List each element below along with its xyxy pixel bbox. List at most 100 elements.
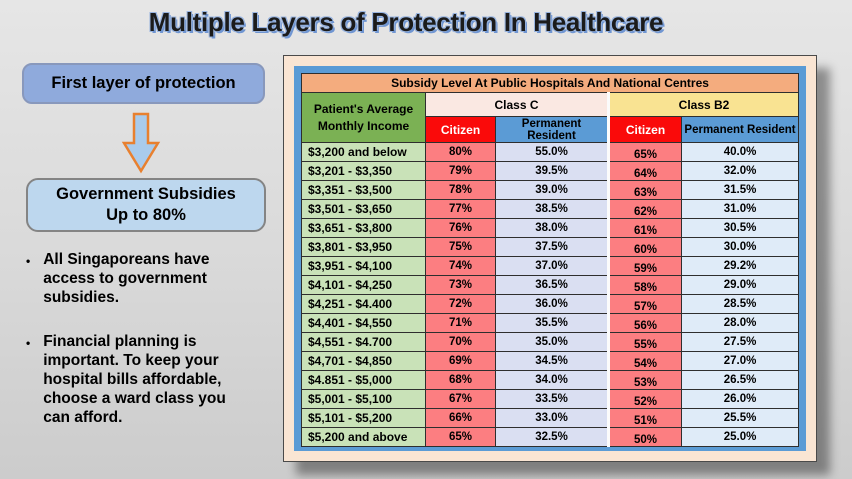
table-cell: 75% bbox=[425, 237, 496, 257]
table-cell: 51% bbox=[607, 408, 682, 428]
table-row: $4.851 - $5,000 68% 34.0% 53% 26.5% bbox=[301, 370, 800, 390]
citizen-header-class-c: Citizen bbox=[425, 116, 496, 143]
table-cell: $4,401 - $4,550 bbox=[301, 313, 426, 333]
table-row: $5,001 - $5,100 67% 33.5% 52% 26.0% bbox=[301, 389, 800, 409]
sub-header-row: Citizen Permanent Resident Citizen Perma… bbox=[302, 116, 800, 143]
table-cell: 26.0% bbox=[680, 389, 800, 409]
class-c-header: Class C bbox=[425, 92, 609, 117]
table-cell: 61% bbox=[607, 218, 682, 238]
table-cell: 58% bbox=[607, 275, 682, 295]
table-cell: 28.5% bbox=[680, 294, 800, 314]
table-cell: $4,551 - $4.700 bbox=[301, 332, 426, 352]
table-cell: $4,251 - $4.400 bbox=[301, 294, 426, 314]
table-cell: $3,651 - $3,800 bbox=[301, 218, 426, 238]
table-cell: $3,200 and below bbox=[301, 142, 426, 162]
table-cell: 26.5% bbox=[680, 370, 800, 390]
table-cell: 38.5% bbox=[495, 199, 609, 219]
table-row: $4,401 - $4,550 71% 35.5% 56% 28.0% bbox=[301, 313, 800, 333]
table-cell: 74% bbox=[425, 256, 496, 276]
table-cell: $3,951 - $4,100 bbox=[301, 256, 426, 276]
table-row: $3,951 - $4,100 74% 37.0% 59% 29.2% bbox=[301, 256, 800, 276]
table-cell: 76% bbox=[425, 218, 496, 238]
citizen-header-class-b2: Citizen bbox=[607, 116, 682, 143]
bullet-dot-icon: • bbox=[26, 336, 31, 350]
table-body: $3,200 and below 80% 55.0% 65% 40.0% $3,201 -… bbox=[301, 142, 800, 447]
table-cell: $5,101 - $5,200 bbox=[301, 408, 426, 428]
table-cell: 35.5% bbox=[495, 313, 609, 333]
bullet-list: • All Singaporeans have access to governm… bbox=[26, 250, 288, 452]
table-cell: 27.5% bbox=[680, 332, 800, 352]
table-row: $4,251 - $4.400 72% 36.0% 57% 28.5% bbox=[301, 294, 800, 314]
table-cell: 34.5% bbox=[495, 351, 609, 371]
table-cell: $3,801 - $3,950 bbox=[301, 237, 426, 257]
table-cell: 65% bbox=[425, 427, 496, 447]
table-cell: $3,351 - $3,500 bbox=[301, 180, 426, 200]
table-cell: 71% bbox=[425, 313, 496, 333]
table-cell: 33.0% bbox=[495, 408, 609, 428]
first-layer-label: First layer of protection bbox=[51, 74, 236, 92]
table-cell: 34.0% bbox=[495, 370, 609, 390]
table-cell: 54% bbox=[607, 351, 682, 371]
table-cell: 28.0% bbox=[680, 313, 800, 333]
class-header-row: Patient's Average Monthly Income Class C… bbox=[301, 92, 800, 143]
table-row: $3,351 - $3,500 78% 39.0% 63% 31.5% bbox=[301, 180, 800, 200]
table-cell: 32.0% bbox=[680, 161, 800, 181]
table-cell: $4.851 - $5,000 bbox=[301, 370, 426, 390]
table-cell: 79% bbox=[425, 161, 496, 181]
table-cell: 69% bbox=[425, 351, 496, 371]
table-cell: $3,201 - $3,350 bbox=[301, 161, 426, 181]
table-row: $3,801 - $3,950 75% 37.5% 60% 30.0% bbox=[301, 237, 800, 257]
table-row: $3,200 and below 80% 55.0% 65% 40.0% bbox=[301, 142, 800, 162]
first-layer-box: First layer of protection bbox=[22, 63, 265, 104]
table-cell: 62% bbox=[607, 199, 682, 219]
table-row: $4,101 - $4,250 73% 36.5% 58% 29.0% bbox=[301, 275, 800, 295]
bullet-item: • All Singaporeans have access to governm… bbox=[26, 250, 288, 307]
table-cell: 50% bbox=[607, 427, 682, 447]
table-cell: 38.0% bbox=[495, 218, 609, 238]
subsidies-label: Government Subsidies Up to 80% bbox=[56, 184, 236, 224]
table-cell: 55% bbox=[607, 332, 682, 352]
subsidies-box: Government Subsidies Up to 80% bbox=[26, 178, 266, 232]
class-b2-header: Class B2 bbox=[606, 92, 800, 117]
table-cell: 65% bbox=[607, 142, 682, 162]
table-title: Subsidy Level At Public Hospitals And Na… bbox=[300, 73, 800, 93]
subsidy-table: Subsidy Level At Public Hospitals And Na… bbox=[300, 73, 800, 447]
table-cell: 39.5% bbox=[495, 161, 609, 181]
table-cell: 56% bbox=[607, 313, 682, 333]
down-arrow-icon bbox=[121, 112, 161, 174]
table-cell: 39.0% bbox=[495, 180, 609, 200]
table-cell: 57% bbox=[607, 294, 682, 314]
table-cell: 68% bbox=[425, 370, 496, 390]
table-cell: 31.0% bbox=[680, 199, 800, 219]
table-title-row: Subsidy Level At Public Hospitals And Na… bbox=[300, 73, 800, 93]
table-cell: 36.5% bbox=[495, 275, 609, 295]
table-cell: 33.5% bbox=[495, 389, 609, 409]
table-cell: 73% bbox=[425, 275, 496, 295]
table-cell: $5,200 and above bbox=[301, 427, 426, 447]
table-cell: 55.0% bbox=[495, 142, 609, 162]
income-header: Patient's Average Monthly Income bbox=[301, 92, 426, 143]
table-cell: 78% bbox=[425, 180, 496, 200]
table-cell: 29.2% bbox=[680, 256, 800, 276]
table-cell: $4,101 - $4,250 bbox=[301, 275, 426, 295]
table-row: $4,551 - $4.700 70% 35.0% 55% 27.5% bbox=[301, 332, 800, 352]
table-cell: 31.5% bbox=[680, 180, 800, 200]
table-cell: $4,701 - $4,850 bbox=[301, 351, 426, 371]
table-cell: 63% bbox=[607, 180, 682, 200]
table-row: $3,201 - $3,350 79% 39.5% 64% 32.0% bbox=[301, 161, 800, 181]
table-row: $5,200 and above 65% 32.5% 50% 25.0% bbox=[301, 427, 800, 447]
pr-header-class-c: Permanent Resident bbox=[495, 116, 609, 143]
table-blue-frame: Subsidy Level At Public Hospitals And Na… bbox=[294, 66, 806, 451]
table-cell: 72% bbox=[425, 294, 496, 314]
table-cell: $3,501 - $3,650 bbox=[301, 199, 426, 219]
page-title: Multiple Layers of Protection In Healthc… bbox=[148, 7, 664, 37]
table-cell: 35.0% bbox=[495, 332, 609, 352]
table-cell: 53% bbox=[607, 370, 682, 390]
table-cell: 30.5% bbox=[680, 218, 800, 238]
table-row: $3,651 - $3,800 76% 38.0% 61% 30.5% bbox=[301, 218, 800, 238]
table-cell: 59% bbox=[607, 256, 682, 276]
table-cell: 32.5% bbox=[495, 427, 609, 447]
table-cell: 25.0% bbox=[680, 427, 800, 447]
table-cell: 37.0% bbox=[495, 256, 609, 276]
